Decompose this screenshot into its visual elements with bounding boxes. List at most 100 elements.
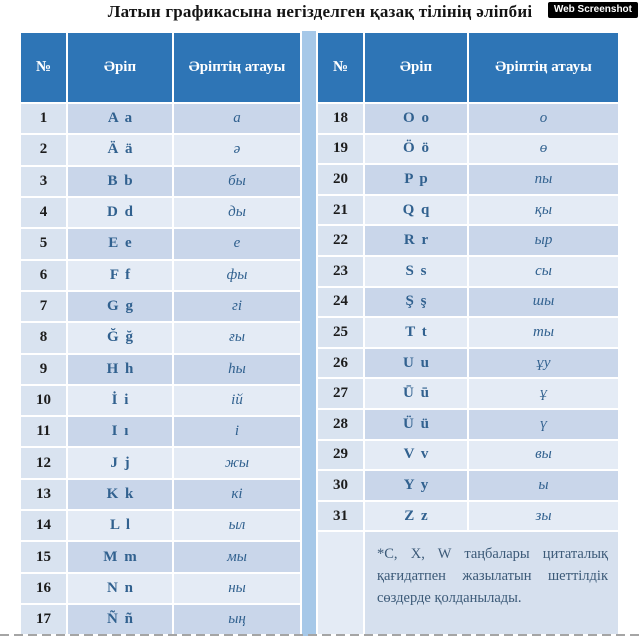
letter-name-cell: ій [174,385,300,416]
letter-cell: İ i [68,385,172,416]
letter-cell: G g [68,291,172,322]
row-number: 22 [318,226,363,255]
bottom-dotted-border [0,634,640,636]
letter-cell: H h [68,354,172,384]
letter-name-cell: вы [469,440,618,470]
letter-name-cell: шы [469,287,618,317]
letter-cell: N n [68,573,172,603]
row-number: 18 [318,104,363,133]
row-number: 23 [318,256,363,286]
letter-cell: Ö ö [365,134,467,164]
row-number: 30 [318,471,363,500]
letter-name-cell: жы [174,448,300,478]
letter-cell: A a [68,104,172,134]
table-row: 25 T t ты [318,318,618,347]
footnote-section: *C, X, W таңбалары цитаталық қағидатпен … [318,532,618,635]
letter-cell: E e [68,229,172,259]
col-header-number: № [318,33,363,102]
footnote-text: *C, X, W таңбалары цитаталық қағидатпен … [365,532,618,635]
letter-name-cell: ты [469,318,618,347]
row-number: 1 [21,104,66,134]
table-row: 31 Z z зы [318,501,618,531]
row-number: 29 [318,440,363,470]
header-row: № Әріп Әріптің атауы [318,33,618,102]
row-number: 10 [21,385,66,416]
letter-name-cell: ыл [174,511,300,541]
row-number: 19 [318,134,363,164]
letter-name-cell: кі [174,479,300,510]
row-number: 9 [21,354,66,384]
letter-name-cell: һы [174,354,300,384]
letter-cell: V v [365,440,467,470]
letter-cell: Y y [365,471,467,500]
table-row: 21 Q q қы [318,195,618,225]
row-number: 4 [21,197,66,228]
letter-cell: Q q [365,195,467,225]
row-number: 26 [318,348,363,378]
letter-cell: Ü ü [365,409,467,439]
col-header-letter: Әріп [68,33,172,102]
letter-cell: J j [68,448,172,478]
letter-name-cell: мы [174,542,300,572]
row-number: 3 [21,166,66,196]
letter-cell: Ä ä [68,135,172,165]
letter-name-cell: ды [174,197,300,228]
col-header-letter: Әріп [365,33,467,102]
table-row: 10 İ i ій [21,385,300,416]
table-header-right: № Әріп Әріптің атауы [318,33,618,102]
letter-name-cell: ны [174,573,300,603]
row-number: 2 [21,135,66,165]
row-number: 15 [21,542,66,572]
row-number: 16 [21,573,66,603]
letter-name-cell: е [174,229,300,259]
row-number: 24 [318,287,363,317]
table-row: 24 Ş ş шы [318,287,618,317]
letter-name-cell: ұ [469,379,618,408]
letter-name-cell: ғы [174,323,300,353]
letter-name-cell: сы [469,256,618,286]
letter-cell: Z z [365,501,467,531]
table-row: 14 L l ыл [21,511,300,541]
row-number: 14 [21,511,66,541]
letter-cell: M m [68,542,172,572]
letter-cell: Ğ ğ [68,323,172,353]
letter-name-cell: ы [469,471,618,500]
letter-cell: S s [365,256,467,286]
table-row: 20 P p пы [318,165,618,194]
table-row: 15 M m мы [21,542,300,572]
row-number: 5 [21,229,66,259]
letter-name-cell: о [469,104,618,133]
letter-cell: Ū ū [365,379,467,408]
letter-name-cell: қы [469,195,618,225]
table-row: 26 U u ұу [318,348,618,378]
table-row: 22 R r ыр [318,226,618,255]
row-number: 20 [318,165,363,194]
col-header-letter-name: Әріптің атауы [174,33,300,102]
table-row: 16 N n ны [21,573,300,603]
letter-name-cell: бы [174,166,300,196]
row-number: 6 [21,260,66,290]
row-number: 11 [21,417,66,447]
letter-name-cell: ың [174,605,300,635]
table-row: 29 V v вы [318,440,618,470]
footnote-row: *C, X, W таңбалары цитаталық қағидатпен … [318,532,618,635]
table-row: 13 K k кі [21,479,300,510]
letter-name-cell: ө [469,134,618,164]
